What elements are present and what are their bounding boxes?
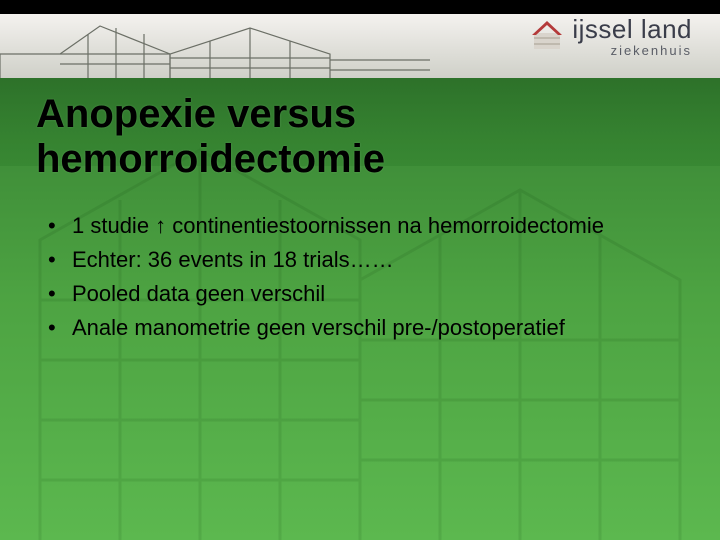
logo-title-part2: land — [641, 14, 692, 44]
bullet-text: Anale manometrie geen verschil pre-/post… — [72, 312, 680, 344]
bullet-text-before: 1 studie — [72, 213, 155, 238]
bullet-text-before: Pooled data geen verschil — [72, 281, 325, 306]
list-item: • Anale manometrie geen verschil pre-/po… — [48, 312, 680, 344]
logo-subtitle: ziekenhuis — [572, 43, 692, 58]
bullet-text: 1 studie ↑ continentiestoornissen na hem… — [72, 210, 680, 242]
list-item: • Echter: 36 events in 18 trials…… — [48, 244, 680, 276]
list-item: • 1 studie ↑ continentiestoornissen na h… — [48, 210, 680, 242]
logo-title-part1: ijssel — [572, 14, 633, 44]
hospital-logo: ijssel land ziekenhuis — [392, 14, 692, 76]
bullet-marker: • — [48, 244, 72, 276]
bullet-list: • 1 studie ↑ continentiestoornissen na h… — [48, 210, 680, 346]
slide-title: Anopexie versus hemorroidectomie — [36, 92, 684, 182]
bullet-text: Pooled data geen verschil — [72, 278, 680, 310]
logo-house-icon — [528, 17, 566, 56]
list-item: • Pooled data geen verschil — [48, 278, 680, 310]
bullet-text-after: continentiestoornissen na hemorroidectom… — [166, 213, 604, 238]
up-arrow-icon: ↑ — [155, 213, 166, 238]
bullet-text-before: Echter: 36 events in 18 trials…… — [72, 247, 394, 272]
top-black-bar — [0, 0, 720, 14]
logo-title: ijssel land — [572, 14, 692, 45]
bullet-marker: • — [48, 210, 72, 242]
bullet-text-before: Anale manometrie geen verschil pre-/post… — [72, 315, 565, 340]
bullet-text: Echter: 36 events in 18 trials…… — [72, 244, 680, 276]
logo-title-accent — [633, 14, 641, 44]
bullet-marker: • — [48, 312, 72, 344]
bullet-marker: • — [48, 278, 72, 310]
slide: ijssel land ziekenhuis Anopexie versus h… — [0, 0, 720, 540]
